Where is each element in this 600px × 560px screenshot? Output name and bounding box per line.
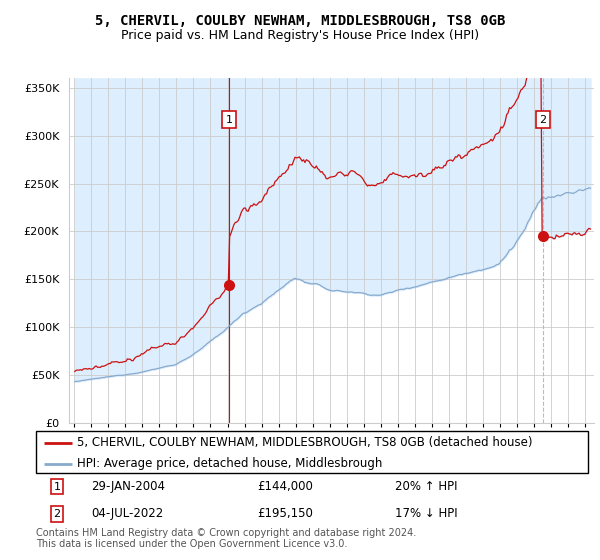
- Text: 29-JAN-2004: 29-JAN-2004: [91, 480, 165, 493]
- Text: Price paid vs. HM Land Registry's House Price Index (HPI): Price paid vs. HM Land Registry's House …: [121, 29, 479, 42]
- Text: 5, CHERVIL, COULBY NEWHAM, MIDDLESBROUGH, TS8 0GB: 5, CHERVIL, COULBY NEWHAM, MIDDLESBROUGH…: [95, 14, 505, 28]
- Text: £195,150: £195,150: [257, 507, 313, 520]
- Text: 20% ↑ HPI: 20% ↑ HPI: [395, 480, 457, 493]
- Text: 1: 1: [226, 115, 232, 125]
- FancyBboxPatch shape: [36, 431, 588, 473]
- Text: 1: 1: [53, 482, 61, 492]
- Text: 17% ↓ HPI: 17% ↓ HPI: [395, 507, 457, 520]
- Text: Contains HM Land Registry data © Crown copyright and database right 2024.
This d: Contains HM Land Registry data © Crown c…: [36, 528, 416, 549]
- Text: 04-JUL-2022: 04-JUL-2022: [91, 507, 163, 520]
- Text: 2: 2: [539, 115, 547, 125]
- Text: HPI: Average price, detached house, Middlesbrough: HPI: Average price, detached house, Midd…: [77, 457, 383, 470]
- Text: 5, CHERVIL, COULBY NEWHAM, MIDDLESBROUGH, TS8 0GB (detached house): 5, CHERVIL, COULBY NEWHAM, MIDDLESBROUGH…: [77, 436, 533, 449]
- Text: 2: 2: [53, 509, 61, 519]
- Text: £144,000: £144,000: [257, 480, 313, 493]
